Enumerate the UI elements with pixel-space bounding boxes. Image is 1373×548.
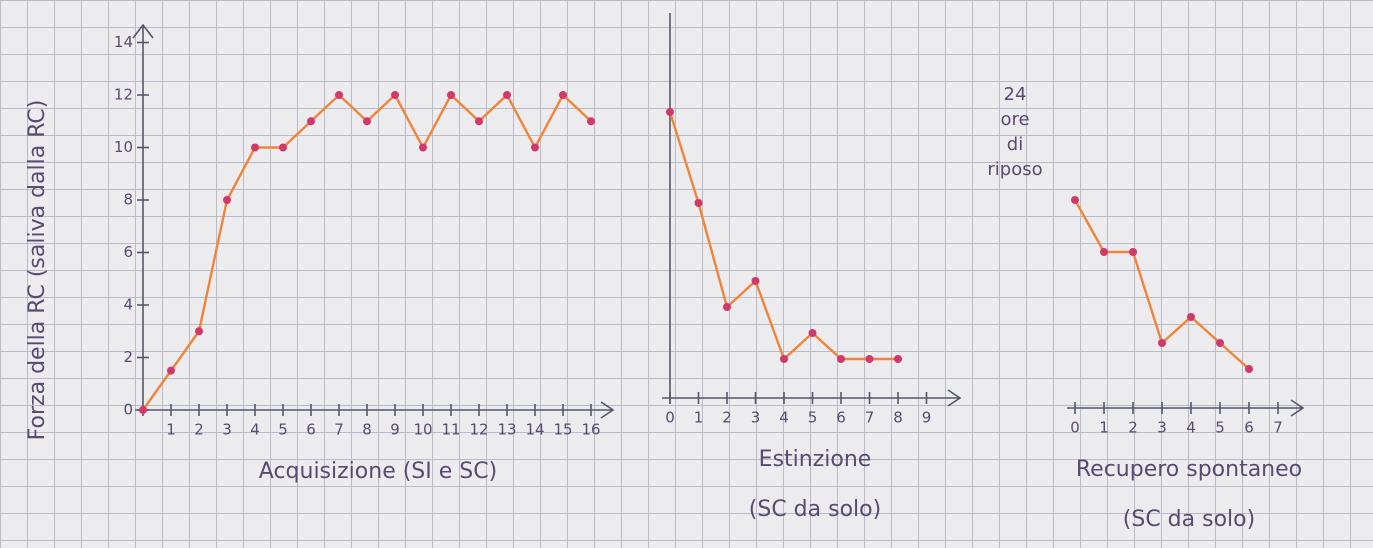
x-tick-label: 1 xyxy=(166,421,176,439)
x-tick-label: 1 xyxy=(1099,419,1109,437)
x-tick-label: 7 xyxy=(1273,419,1283,437)
x-axis-label: Acquisizione (SI e SC) xyxy=(259,459,497,484)
y-tick-label: 4 xyxy=(123,296,133,314)
x-axis xyxy=(1067,399,1305,417)
x-tick-label: 8 xyxy=(893,409,903,427)
data-point xyxy=(447,91,455,99)
y-tick-label: 6 xyxy=(123,243,133,261)
x-tick-label: 12 xyxy=(469,421,488,439)
data-point xyxy=(894,355,902,363)
x-tick-label: 13 xyxy=(497,421,516,439)
x-tick-label: 9 xyxy=(390,421,400,439)
data-point xyxy=(419,143,427,152)
y-tick-label: 12 xyxy=(114,86,133,104)
x-tick-label: 11 xyxy=(441,421,460,439)
x-tick-label: 3 xyxy=(1157,419,1167,437)
y-axis-label: Forza della RC (saliva dalla RC) xyxy=(25,100,50,441)
data-point xyxy=(723,303,731,311)
data-point xyxy=(1187,313,1195,321)
annotation: ore xyxy=(1000,109,1029,130)
x-tick-label: 3 xyxy=(751,409,761,427)
data-point xyxy=(837,355,845,363)
x-tick-label: 6 xyxy=(836,409,846,427)
data-point xyxy=(335,91,343,99)
data-point xyxy=(531,143,539,152)
data-point xyxy=(195,327,203,336)
x-tick-label: 1 xyxy=(694,409,704,427)
y-tick-label: 8 xyxy=(123,191,133,209)
data-point xyxy=(666,108,674,116)
data-point xyxy=(1100,248,1108,256)
data-point xyxy=(391,91,399,99)
x-tick-label: 6 xyxy=(306,421,316,439)
x-axis-label: (SC da solo) xyxy=(1123,507,1255,532)
x-tick-label: 15 xyxy=(553,421,572,439)
x-axis-label: (SC da solo) xyxy=(749,497,881,522)
data-point xyxy=(307,117,315,126)
x-tick-label: 5 xyxy=(278,421,288,439)
x-tick-label: 2 xyxy=(1128,419,1138,437)
x-tick-label: 5 xyxy=(808,409,818,427)
x-tick-label: 14 xyxy=(525,421,544,439)
x-axis xyxy=(662,389,962,407)
x-tick-label: 0 xyxy=(665,409,675,427)
x-axis xyxy=(135,401,615,419)
data-point xyxy=(587,117,595,126)
annotation: di xyxy=(1007,134,1023,155)
data-point xyxy=(139,406,147,414)
data-point xyxy=(1129,248,1137,256)
x-tick-label: 7 xyxy=(865,409,875,427)
data-point xyxy=(751,277,760,285)
x-tick-label: 8 xyxy=(362,421,372,439)
x-tick-label: 7 xyxy=(334,421,344,439)
data-point xyxy=(1216,339,1224,347)
data-point xyxy=(694,199,703,207)
y-tick-label: 2 xyxy=(123,348,133,366)
x-axis-label: Recupero spontaneo xyxy=(1076,457,1302,482)
data-point xyxy=(865,355,874,363)
y-axis xyxy=(132,23,154,416)
x-tick-label: 2 xyxy=(722,409,732,427)
data-point xyxy=(503,91,511,99)
x-tick-label: 4 xyxy=(779,409,789,427)
data-line xyxy=(142,93,592,411)
x-tick-label: 4 xyxy=(1186,419,1196,437)
data-point xyxy=(559,91,567,99)
data-point xyxy=(167,366,175,375)
y-tick-label: 0 xyxy=(123,401,133,419)
data-point xyxy=(1245,365,1253,373)
data-line xyxy=(668,111,898,362)
data-point xyxy=(279,143,287,152)
data-point xyxy=(780,355,788,363)
y-tick-label: 14 xyxy=(114,33,133,51)
annotation: riposo xyxy=(987,159,1042,180)
data-point xyxy=(223,196,231,204)
x-tick-label: 2 xyxy=(194,421,204,439)
x-tick-label: 9 xyxy=(922,409,932,427)
x-tick-label: 6 xyxy=(1244,419,1254,437)
data-point xyxy=(475,117,483,126)
data-point xyxy=(1158,339,1166,347)
x-tick-label: 3 xyxy=(222,421,232,439)
data-point xyxy=(808,329,817,337)
annotation: 24 xyxy=(1004,84,1027,105)
x-tick-label: 4 xyxy=(250,421,260,439)
x-axis-label: Estinzione xyxy=(759,447,872,472)
y-tick-label: 10 xyxy=(114,138,133,156)
data-point xyxy=(1071,196,1079,204)
x-tick-label: 16 xyxy=(581,421,600,439)
x-tick-label: 5 xyxy=(1215,419,1225,437)
x-tick-label: 10 xyxy=(413,421,432,439)
data-point xyxy=(363,117,371,126)
data-point xyxy=(251,143,259,152)
x-tick-label: 0 xyxy=(1070,419,1080,437)
